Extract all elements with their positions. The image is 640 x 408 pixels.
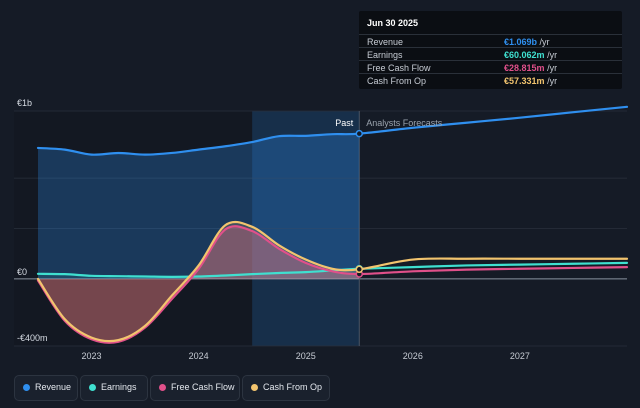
point-revenue: [355, 129, 364, 138]
legend-dot-icon: [23, 384, 30, 391]
line-earnings: [36, 261, 629, 278]
tooltip-value: €1.069b /yr: [504, 37, 550, 47]
area-free-cash-flow: [38, 226, 360, 343]
legend-dot-icon: [89, 384, 96, 391]
legend-item-cash-from-op[interactable]: Cash From Op: [242, 375, 330, 401]
legend-label: Cash From Op: [263, 382, 323, 392]
tooltip-row-cash-from-op: Cash From Op €57.331m /yr: [359, 73, 622, 87]
tooltip-row-earnings: Earnings €60.062m /yr: [359, 47, 622, 61]
y-label-top: €1b: [17, 98, 32, 108]
tooltip-label: Revenue: [367, 37, 404, 47]
tooltip-label: Earnings: [367, 50, 403, 60]
point-cash-from-op: [355, 265, 364, 274]
legend-item-free-cash-flow[interactable]: Free Cash Flow: [150, 375, 240, 401]
line-cash-from-op: [36, 220, 629, 343]
y-label-zero: €0: [17, 267, 27, 277]
forecast-label: Analysts Forecasts: [366, 118, 443, 128]
x-tick-label: 2026: [403, 351, 423, 361]
tooltip-row-free-cash-flow: Free Cash Flow €28.815m /yr: [359, 60, 622, 74]
y-label-bottom: -€400m: [17, 333, 48, 343]
legend-item-earnings[interactable]: Earnings: [80, 375, 148, 401]
area-revenue: [38, 133, 360, 279]
legend-item-revenue[interactable]: Revenue: [14, 375, 78, 401]
tooltip-label: Free Cash Flow: [367, 63, 431, 73]
tooltip-value: €28.815m /yr: [504, 63, 558, 73]
legend-label: Free Cash Flow: [171, 382, 235, 392]
tooltip-row-revenue: Revenue €1.069b /yr: [359, 34, 622, 48]
tooltip-value: €57.331m /yr: [504, 76, 558, 86]
tooltip-label: Cash From Op: [367, 76, 427, 86]
x-tick-label: 2024: [189, 351, 209, 361]
line-free-cash-flow: [36, 225, 629, 344]
legend-label: Revenue: [35, 382, 72, 392]
tooltip: Jun 30 2025 Revenue €1.069b /yr Earnings…: [359, 11, 622, 89]
legend-dot-icon: [159, 384, 166, 391]
legend-dot-icon: [251, 384, 258, 391]
tooltip-date: Jun 30 2025: [367, 18, 419, 28]
area-cash-from-op: [38, 221, 360, 342]
tooltip-value: €60.062m /yr: [504, 50, 558, 60]
line-revenue: [36, 105, 629, 156]
legend-label: Earnings: [101, 382, 137, 392]
x-tick-label: 2025: [296, 351, 316, 361]
x-tick-label: 2023: [82, 351, 102, 361]
past-label: Past: [335, 118, 354, 128]
x-tick-label: 2027: [510, 351, 530, 361]
